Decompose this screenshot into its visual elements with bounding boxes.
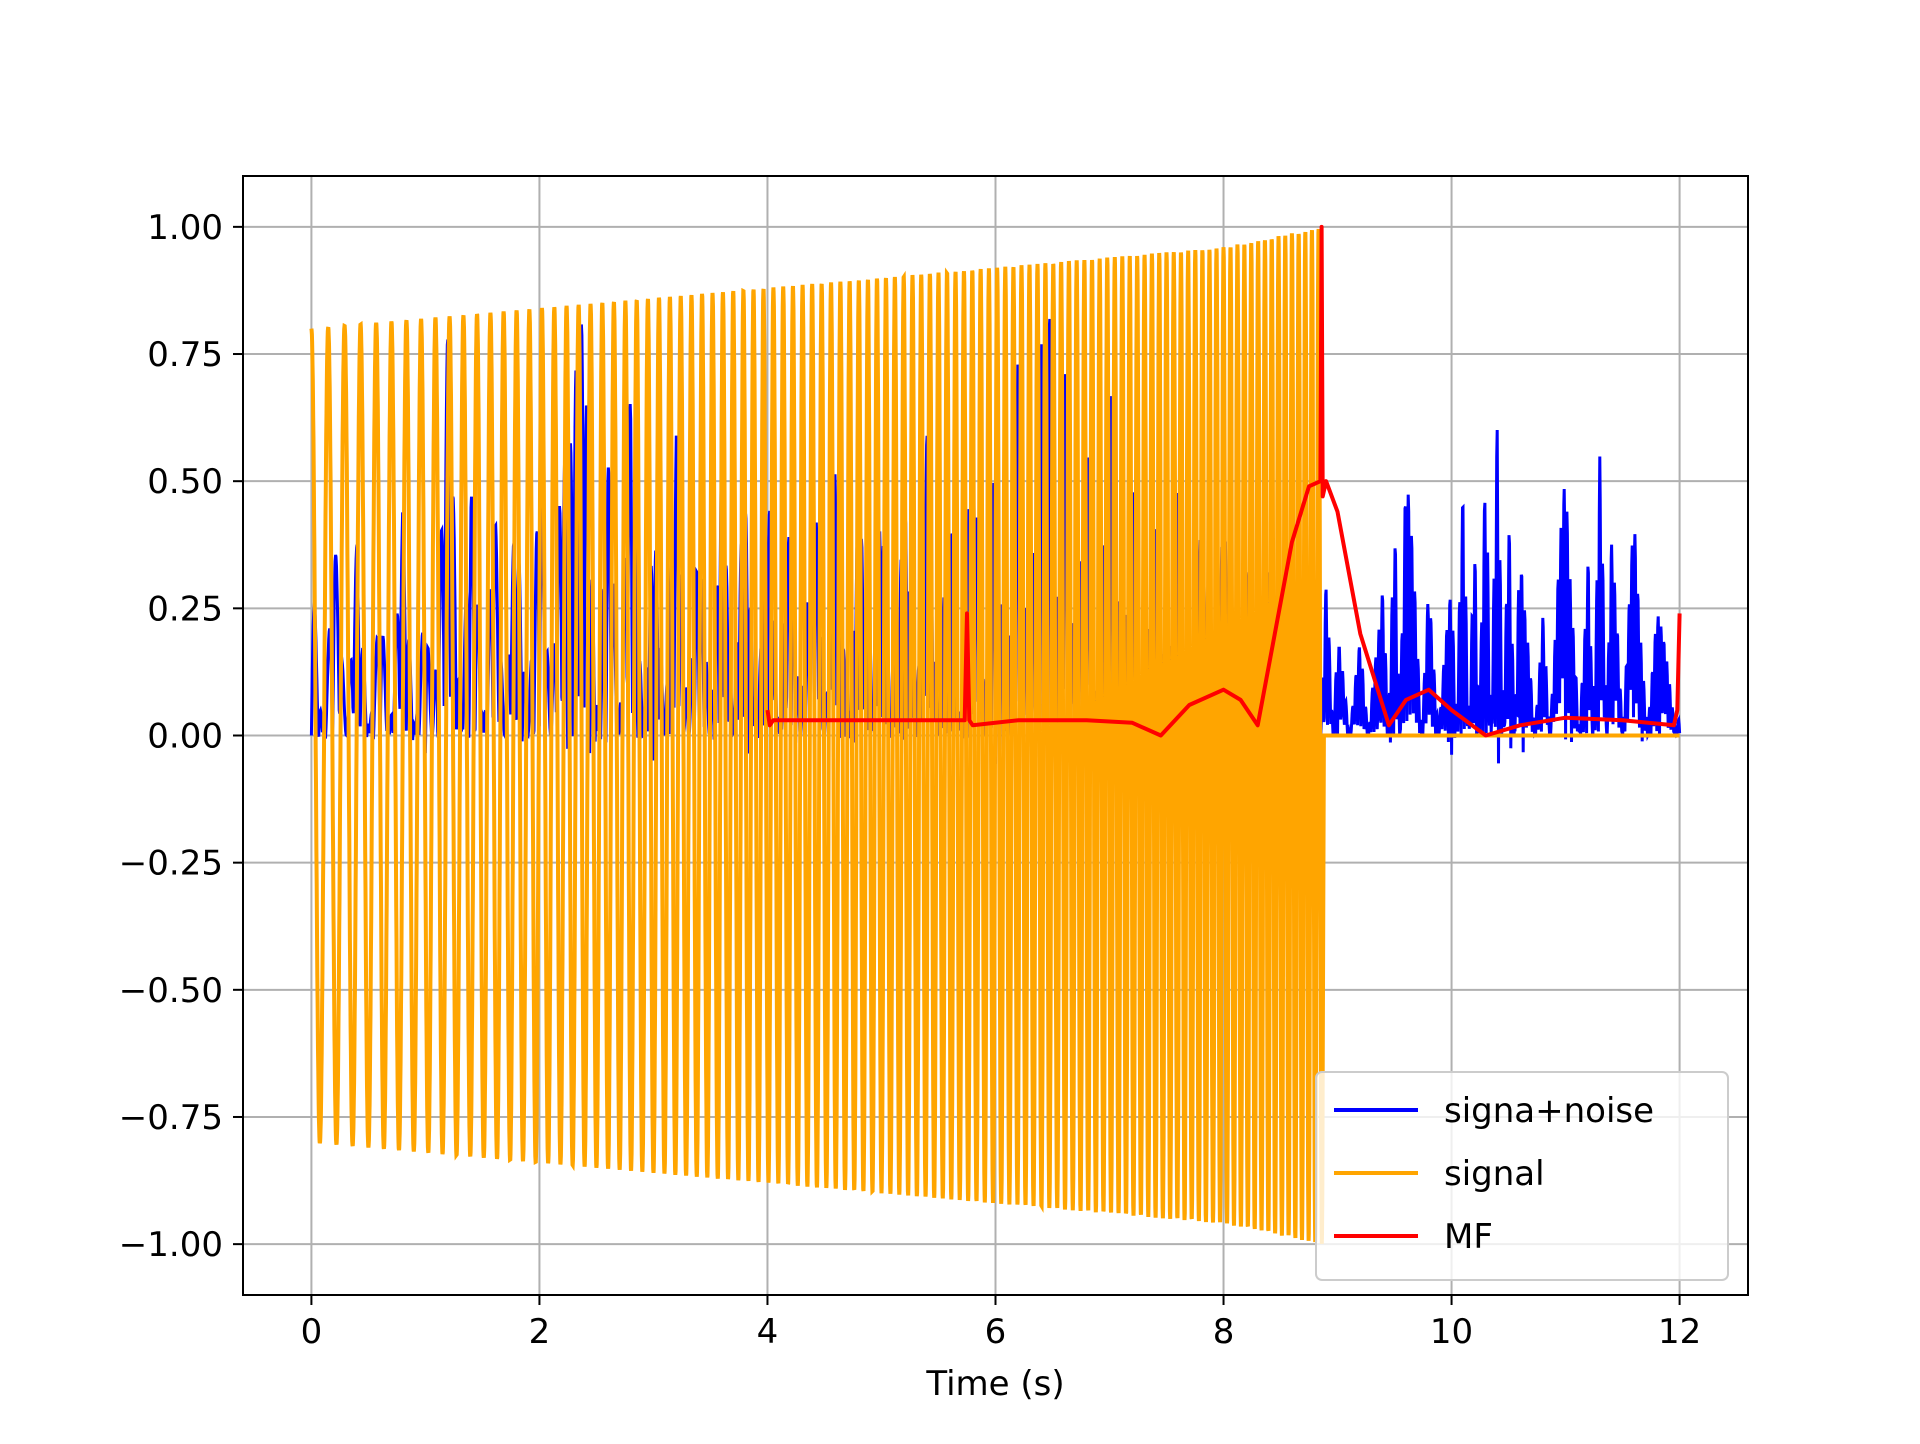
x-axis-ticks: 0 2 4 6 8 10 12 xyxy=(301,1295,1701,1352)
legend-box xyxy=(1315,1071,1729,1281)
y-tick-label: −0.50 xyxy=(119,971,223,1011)
x-tick-label: 12 xyxy=(1658,1312,1701,1352)
y-tick-label: −0.75 xyxy=(119,1098,223,1138)
legend-label: signa+noise xyxy=(1444,1091,1654,1131)
y-tick-label: −0.25 xyxy=(119,844,223,884)
y-tick-label: 1.00 xyxy=(147,208,223,248)
legend-label: signal xyxy=(1444,1154,1545,1194)
y-tick-label: 0.25 xyxy=(147,589,223,629)
legend: signa+noise signal MF xyxy=(1315,1071,1729,1281)
plot-area xyxy=(309,224,1682,1244)
x-tick-label: 10 xyxy=(1430,1312,1473,1352)
x-tick-label: 6 xyxy=(985,1312,1007,1352)
legend-label: MF xyxy=(1444,1217,1493,1257)
x-tick-label: 0 xyxy=(301,1312,323,1352)
y-tick-label: 0.75 xyxy=(147,335,223,375)
series-line-mf xyxy=(765,224,1682,738)
y-axis-ticks: 1.00 0.75 0.50 0.25 0.00 −0.25 −0.50 −0.75 −1.00 xyxy=(119,208,243,1265)
x-tick-label: 4 xyxy=(757,1312,779,1352)
x-axis-label: Time (s) xyxy=(925,1364,1064,1404)
series-line-signal xyxy=(309,228,1680,1244)
y-tick-label: −1.00 xyxy=(119,1225,223,1265)
y-tick-label: 0.50 xyxy=(147,462,223,502)
x-tick-label: 2 xyxy=(529,1312,551,1352)
x-tick-label: 8 xyxy=(1213,1312,1235,1352)
y-tick-label: 0.00 xyxy=(147,717,223,757)
